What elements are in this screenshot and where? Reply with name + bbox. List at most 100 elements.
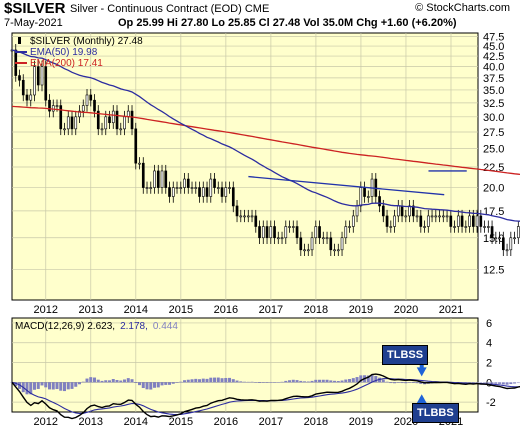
legend-label: EMA(200) 17.41 — [30, 58, 103, 69]
candle-body — [190, 187, 194, 189]
macd-histogram-bar — [250, 381, 254, 383]
candle-body — [344, 226, 348, 239]
macd-histogram-bar — [516, 382, 520, 383]
candle-body — [183, 178, 186, 188]
candle-body — [396, 205, 400, 217]
candle-body — [471, 215, 475, 227]
macd-histogram-bar — [141, 382, 145, 389]
candle-body — [81, 105, 85, 112]
candle-body — [351, 215, 355, 227]
macd-histogram-bar — [201, 378, 205, 383]
macd-histogram-bar — [89, 377, 93, 383]
candle-body — [33, 66, 36, 96]
macd-histogram-bar — [381, 379, 385, 383]
candle-body — [239, 215, 243, 218]
macd-histogram-bar — [475, 382, 479, 383]
price-tick-label: 40.0 — [483, 62, 504, 74]
macd-histogram-bar — [269, 382, 273, 383]
macd-tick-label: 4 — [486, 338, 492, 350]
macd-histogram-bar — [415, 382, 419, 384]
candle-body — [310, 237, 314, 251]
candle-body — [48, 99, 51, 112]
candle-body — [340, 237, 344, 251]
candle-body — [36, 66, 40, 86]
candle-body — [231, 187, 235, 207]
macd-tick-label: 0 — [486, 377, 492, 389]
candle-body — [355, 205, 359, 217]
macd-histogram-bar — [400, 382, 404, 384]
macd-histogram-bar — [393, 382, 397, 384]
macd-histogram-bar — [198, 379, 202, 383]
macd-signal-line — [11, 377, 520, 416]
candle-body — [70, 116, 74, 130]
macd-histogram-bar — [104, 380, 108, 383]
macd-histogram-bar — [168, 382, 172, 385]
candle-body — [149, 187, 153, 189]
price-panel: 12.515.017.520.022.525.027.530.032.535.0… — [10, 32, 520, 316]
macd-histogram-bar — [239, 381, 243, 383]
price-tick-label: 37.5 — [483, 73, 504, 85]
macd-x-tick-label: 2016 — [214, 416, 238, 428]
macd-histogram-bar — [280, 381, 284, 383]
macd-histogram-bar — [389, 382, 393, 384]
candle-body — [483, 226, 486, 228]
candle-body — [509, 237, 513, 251]
macd-histogram-bar — [228, 377, 232, 383]
macd-histogram-bar — [348, 378, 352, 383]
macd-histogram-bar — [374, 375, 378, 383]
macd-histogram-bar — [115, 380, 119, 383]
macd-histogram-bar — [291, 379, 295, 383]
candle-body — [468, 215, 471, 227]
macd-tick-label: 2 — [486, 358, 492, 370]
candle-body — [55, 105, 59, 107]
macd-legend-label: 0.444 — [153, 321, 178, 332]
macd-x-tick-label: 2019 — [349, 416, 373, 428]
macd-histogram-bar — [183, 380, 187, 383]
macd-histogram-bar — [149, 382, 153, 390]
candle-body — [288, 226, 291, 228]
macd-histogram-bar — [205, 378, 209, 383]
x-tick-label: 2013 — [79, 304, 103, 316]
candle-body — [134, 128, 138, 164]
macd-histogram-bar — [231, 379, 235, 383]
candle-body — [63, 128, 66, 131]
candle-body — [363, 187, 366, 197]
macd-histogram-bar — [246, 381, 250, 383]
macd-histogram-bar — [175, 382, 179, 383]
candle-body — [348, 226, 351, 228]
macd-histogram-bar — [96, 379, 100, 383]
candle-body — [100, 128, 104, 131]
candle-body — [314, 226, 318, 239]
macd-histogram-bar — [261, 382, 265, 383]
macd-histogram-bar — [78, 382, 82, 385]
price-tick-label: 42.5 — [483, 51, 504, 63]
candle-body — [156, 170, 160, 188]
quote-line: Op 25.99 Hi 27.80 Lo 25.85 Cl 27.48 Vol … — [118, 17, 457, 29]
candle-body — [89, 94, 93, 101]
candle-body — [411, 205, 415, 217]
candle-body — [321, 237, 325, 240]
candle-body — [389, 226, 393, 228]
candle-body — [445, 215, 449, 218]
tlbss-callout: TLBSS — [382, 345, 429, 365]
macd-histogram-bar — [134, 382, 138, 383]
candle-body — [74, 116, 78, 130]
macd-histogram-bar — [494, 382, 498, 384]
candle-body — [449, 215, 453, 227]
candle-body — [393, 215, 396, 227]
candle-body — [456, 215, 460, 227]
x-tick-label: 2020 — [394, 304, 418, 316]
macd-histogram-bar — [14, 382, 18, 387]
candle-body — [201, 187, 205, 197]
candle-body — [93, 99, 96, 112]
macd-tick-label: -2 — [486, 397, 496, 409]
macd-histogram-bar — [44, 382, 48, 388]
macd-histogram-bar — [235, 380, 239, 383]
macd-histogram-bar — [186, 379, 190, 383]
candle-body — [141, 162, 145, 188]
candle-body — [108, 116, 111, 124]
candle-body — [44, 66, 48, 101]
candle-body — [419, 215, 423, 227]
macd-histogram-bar — [243, 381, 247, 383]
price-tick-label: 25.0 — [483, 144, 504, 156]
